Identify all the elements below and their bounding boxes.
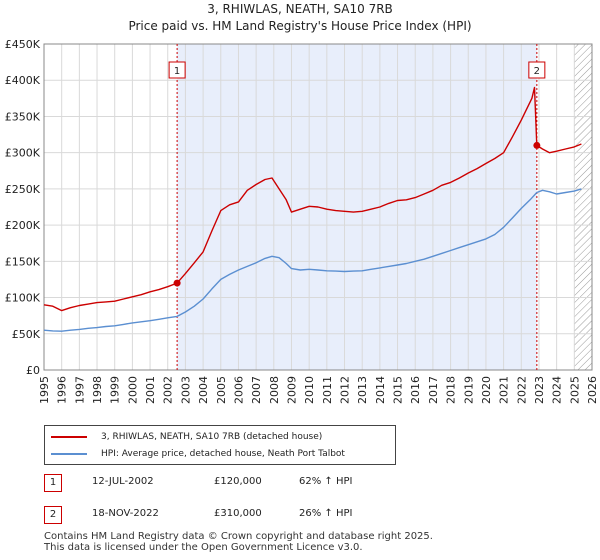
sale-number-badge: 1: [44, 474, 62, 492]
x-tick-label: 2003: [179, 376, 192, 404]
x-tick-label: 2015: [392, 376, 405, 404]
x-tick-label: 2002: [162, 376, 175, 404]
x-tick-label: 2011: [321, 376, 334, 404]
sale-point: [533, 141, 541, 149]
x-tick-label: 2022: [515, 376, 528, 404]
legend-item-hpi: HPI: Average price, detached house, Neat…: [51, 447, 345, 461]
x-tick-label: 2023: [533, 376, 546, 404]
x-tick-label: 2009: [285, 376, 298, 404]
series-line-property: [43, 86, 582, 312]
footer: Contains HM Land Registry data © Crown c…: [44, 531, 433, 553]
x-tick-label: 2005: [215, 376, 228, 404]
x-tick-label: 2019: [462, 376, 475, 404]
y-tick-label: £200K: [5, 219, 41, 232]
x-tick-label: 2025: [568, 376, 581, 404]
plot-border: [43, 43, 593, 371]
x-tick-label: 2013: [356, 376, 369, 404]
x-tick-label: 2001: [144, 376, 157, 404]
footer-copyright: Contains HM Land Registry data © Crown c…: [44, 531, 433, 542]
y-tick-label: £50K: [12, 328, 41, 341]
x-tick-label: 1996: [56, 376, 69, 404]
legend-item-property: 3, RHIWLAS, NEATH, SA10 7RB (detached ho…: [51, 430, 322, 444]
sale-date: 12-JUL-2002: [92, 476, 154, 487]
y-tick-label: £250K: [5, 183, 41, 196]
x-tick-label: 2018: [445, 376, 458, 404]
sale-date: 18-NOV-2022: [92, 508, 159, 519]
chart-legend: 3, RHIWLAS, NEATH, SA10 7RB (detached ho…: [44, 425, 396, 465]
ownership-shade: [177, 44, 537, 370]
legend-label-property: 3, RHIWLAS, NEATH, SA10 7RB (detached ho…: [101, 432, 323, 442]
y-tick-label: £150K: [5, 255, 41, 268]
x-tick-label: 2020: [480, 376, 493, 404]
sale-marker-label: 1: [174, 66, 180, 77]
x-tick-label: 2026: [586, 376, 599, 404]
x-tick-label: 1995: [38, 376, 51, 404]
x-tick-label: 2007: [250, 376, 263, 404]
y-tick-label: £100K: [5, 292, 41, 305]
page-subtitle: Price paid vs. HM Land Registry's House …: [128, 19, 472, 33]
projection-hatch: [574, 44, 592, 370]
legend-swatch-red: [51, 436, 87, 438]
price-chart: £0 £50K £100K £150K £200K £250K £300K £350K £400…: [5, 38, 599, 404]
x-tick-label: 2008: [268, 376, 281, 404]
x-tick-label: 2021: [498, 376, 511, 404]
sale-row-2: 2 18-NOV-2022 £310,000 26% ↑ HPI: [44, 506, 374, 524]
sale-marker-box: [168, 61, 186, 79]
x-tick-label: 1997: [73, 376, 86, 404]
footer-licence: This data is licensed under the Open Gov…: [44, 542, 363, 553]
x-tick-label: 2024: [551, 376, 564, 404]
sale-number-badge: 2: [44, 506, 62, 524]
page-title: 3, RHIWLAS, NEATH, SA10 7RB: [207, 2, 393, 16]
sale-hpi-change: 62% ↑ HPI: [299, 476, 353, 487]
x-tick-label: 2016: [409, 376, 422, 404]
x-tick-label: 2000: [126, 376, 139, 404]
sale-price: £310,000: [214, 508, 262, 519]
y-tick-label: £400K: [5, 74, 41, 87]
x-tick-label: 1998: [91, 376, 104, 404]
sale-hpi-change: 26% ↑ HPI: [299, 508, 353, 519]
sale-marker-box: [528, 61, 546, 79]
x-tick-label: 2012: [339, 376, 352, 404]
y-tick-label: £450K: [5, 38, 41, 51]
x-tick-label: 2014: [374, 376, 387, 404]
legend-label-hpi: HPI: Average price, detached house, Neat…: [101, 449, 345, 459]
legend-swatch-blue: [51, 453, 87, 455]
x-tick-label: 1999: [109, 376, 122, 404]
sale-marker-label: 2: [534, 66, 540, 77]
sale-price: £120,000: [214, 476, 262, 487]
x-tick-label: 2004: [197, 376, 210, 404]
x-tick-label: 2017: [427, 376, 440, 404]
y-tick-label: £0: [26, 364, 40, 377]
y-tick-label: £350K: [5, 110, 41, 123]
x-tick-label: 2006: [232, 376, 245, 404]
x-tick-label: 2010: [303, 376, 316, 404]
sale-row-1: 1 12-JUL-2002 £120,000 62% ↑ HPI: [44, 474, 374, 492]
series-line-hpi: [43, 188, 582, 332]
y-tick-label: £300K: [5, 147, 41, 160]
sale-point: [173, 279, 181, 287]
